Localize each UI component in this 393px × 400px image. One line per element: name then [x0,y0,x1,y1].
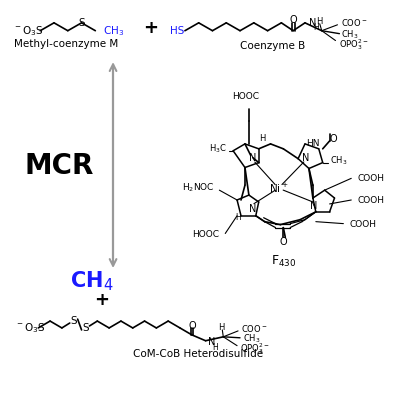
Text: O: O [289,15,297,25]
Text: CH$_3$: CH$_3$ [342,28,359,41]
Text: Methyl-coenzyme M: Methyl-coenzyme M [14,40,118,50]
Text: +: + [143,19,158,37]
Text: HN: HN [306,139,320,148]
Text: OPO$_3^{2-}$: OPO$_3^{2-}$ [240,341,270,356]
Text: H: H [235,213,241,222]
Text: O: O [279,237,287,247]
Text: H: H [213,343,218,352]
Text: $^-$O$_3$S: $^-$O$_3$S [15,321,45,335]
Text: HOOC: HOOC [232,92,259,101]
Text: MCR: MCR [24,152,94,180]
Text: HS: HS [170,26,185,36]
Text: H: H [218,324,224,332]
Text: Coenzyme B: Coenzyme B [240,42,305,52]
Text: CH$_3$: CH$_3$ [103,24,125,38]
Text: F$_{430}$: F$_{430}$ [271,254,296,268]
Text: Ni$^+$: Ni$^+$ [269,182,288,195]
Text: S: S [78,18,85,28]
Text: H: H [259,134,266,144]
Text: H: H [313,23,319,32]
Text: O: O [330,134,337,144]
Text: H: H [317,17,323,26]
Text: H$_3$C: H$_3$C [209,142,227,155]
Text: N: N [249,153,257,163]
Text: CoM-CoB Heterodisulfide: CoM-CoB Heterodisulfide [133,348,263,358]
Text: CH$_3$: CH$_3$ [243,332,261,345]
Text: H$_2$NOC: H$_2$NOC [182,182,215,194]
Text: COO$^-$: COO$^-$ [241,324,268,334]
Text: COO$^-$: COO$^-$ [342,17,368,28]
Text: COOH: COOH [357,174,384,183]
Text: COOH: COOH [357,196,384,204]
Text: N: N [302,153,310,163]
Text: CH$_4$: CH$_4$ [70,270,113,294]
Text: $^-$O$_3$S: $^-$O$_3$S [13,24,43,38]
Text: OPO$_3^{2-}$: OPO$_3^{2-}$ [340,37,369,52]
Text: N: N [310,201,318,211]
Text: O: O [189,321,196,331]
Text: COOH: COOH [349,220,376,229]
Text: N: N [309,18,316,28]
Text: CH$_3$: CH$_3$ [330,154,347,167]
Text: S: S [70,316,77,326]
Text: N: N [208,337,215,347]
Text: S: S [82,323,89,333]
Text: N: N [249,204,257,214]
Text: +: + [94,291,109,309]
Text: HOOC: HOOC [192,230,219,239]
